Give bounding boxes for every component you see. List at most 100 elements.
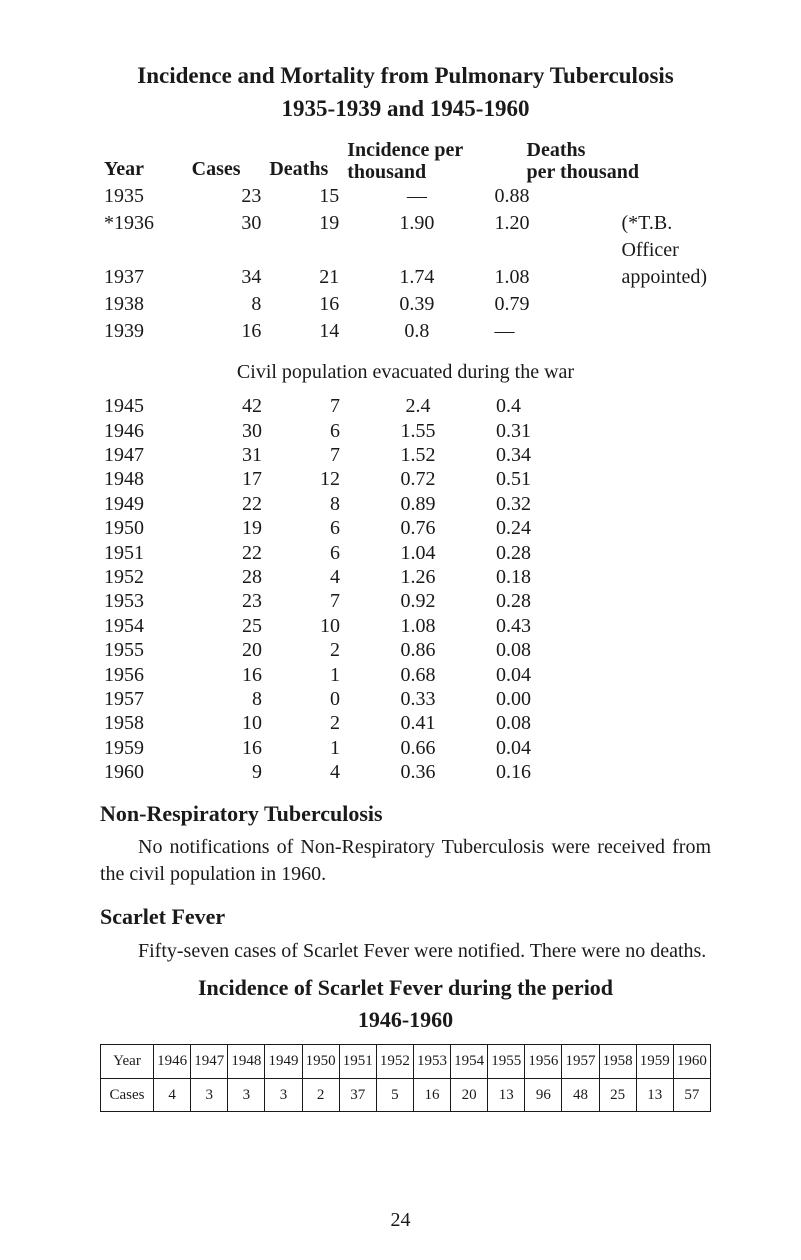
cell-blank <box>620 565 711 589</box>
cell-inc: — <box>343 183 490 210</box>
cell-dpt: 0.4 <box>492 394 620 418</box>
cell-dpt: 0.88 <box>491 183 618 210</box>
cell-blank <box>620 736 711 760</box>
table-row: 19591610.660.04 <box>100 736 711 760</box>
cell-dpt: 0.34 <box>492 443 620 467</box>
cell-deaths: 21 <box>265 264 343 291</box>
sf-table-title-l1: Incidence of Scarlet Fever during the pe… <box>100 973 711 1003</box>
hdr-incidence-l1: Incidence per <box>347 139 463 161</box>
cell-blank <box>620 516 711 540</box>
cell-deaths: 0 <box>266 687 344 711</box>
cell-deaths: 7 <box>266 589 344 613</box>
sf-cases-label: Cases <box>101 1078 154 1111</box>
cell-blank <box>620 492 711 516</box>
cell-dpt: 1.08 <box>491 264 618 291</box>
civil-population-line: Civil population evacuated during the wa… <box>100 359 711 386</box>
sf-cases-cell: 3 <box>228 1078 265 1111</box>
sf-year-cell: 1947 <box>191 1045 228 1078</box>
sf-table-wrap: Year194619471948194919501951195219531954… <box>100 1044 711 1112</box>
sf-year-cell: 1950 <box>302 1045 339 1078</box>
cell-year: 1950 <box>100 516 188 540</box>
cell-deaths: 2 <box>266 711 344 735</box>
cell-cases: 8 <box>188 687 266 711</box>
sf-year-cell: 1952 <box>376 1045 413 1078</box>
sf-cases-cell: 3 <box>191 1078 228 1111</box>
cell-dpt: 0.24 <box>492 516 620 540</box>
cell-cases: 16 <box>188 663 266 687</box>
tb-table-prewar: Year Cases Deaths Incidence per thousand… <box>100 140 711 345</box>
hdr-year: Year <box>100 140 188 183</box>
sf-table: Year194619471948194919501951195219531954… <box>100 1044 711 1112</box>
page: Incidence and Mortality from Pulmonary T… <box>0 0 801 1260</box>
cell-cases: 30 <box>188 419 266 443</box>
cell-deaths: 6 <box>266 541 344 565</box>
cell-blank <box>620 541 711 565</box>
cell-note <box>617 318 711 345</box>
tb-header-row: Year Cases Deaths Incidence per thousand… <box>100 140 711 183</box>
cell-blank <box>620 687 711 711</box>
table-row: *193630191.901.20(*T.B. Officer <box>100 210 711 264</box>
table-row: 193916140.8— <box>100 318 711 345</box>
cell-inc: 1.74 <box>343 264 490 291</box>
sf-year-cell: 1958 <box>599 1045 636 1078</box>
cell-blank <box>620 589 711 613</box>
cell-year: 1957 <box>100 687 188 711</box>
sf-year-cell: 1949 <box>265 1045 302 1078</box>
cell-cases: 22 <box>188 541 266 565</box>
table-row: 19454272.40.4 <box>100 394 711 418</box>
table-row: 19552020.860.08 <box>100 638 711 662</box>
cell-dpt: 0.04 <box>492 663 620 687</box>
table-row: 19532370.920.28 <box>100 589 711 613</box>
cell-cases: 9 <box>188 760 266 784</box>
cell-inc: 0.86 <box>344 638 492 662</box>
cell-year: 1945 <box>100 394 188 418</box>
sf-year-cell: 1946 <box>154 1045 191 1078</box>
table-row: 19463061.550.31 <box>100 419 711 443</box>
table-row: 194817120.720.51 <box>100 467 711 491</box>
sf-cases-cell: 37 <box>339 1078 376 1111</box>
nrt-paragraph: No notifications of Non-Respiratory Tube… <box>100 834 711 888</box>
cell-dpt: 0.04 <box>492 736 620 760</box>
sf-cases-cell: 16 <box>413 1078 450 1111</box>
cell-dpt: 0.32 <box>492 492 620 516</box>
cell-dpt: 0.31 <box>492 419 620 443</box>
cell-inc: 0.68 <box>344 663 492 687</box>
sf-year-label: Year <box>101 1045 154 1078</box>
cell-blank <box>620 394 711 418</box>
cell-cases: 28 <box>188 565 266 589</box>
cell-deaths: 1 <box>266 663 344 687</box>
table-row: 19561610.680.04 <box>100 663 711 687</box>
cell-deaths: 10 <box>266 614 344 638</box>
sf-year-cell: 1955 <box>488 1045 525 1078</box>
cell-year: *1936 <box>100 210 188 264</box>
cell-dpt: 0.51 <box>492 467 620 491</box>
cell-deaths: 7 <box>266 394 344 418</box>
cell-cases: 23 <box>188 183 266 210</box>
table-row: 19522841.260.18 <box>100 565 711 589</box>
cell-deaths: 16 <box>265 291 343 318</box>
cell-deaths: 14 <box>265 318 343 345</box>
cell-cases: 16 <box>188 736 266 760</box>
sf-cases-cell: 2 <box>302 1078 339 1111</box>
sf-cases-cell: 20 <box>451 1078 488 1111</box>
cell-inc: 2.4 <box>344 394 492 418</box>
cell-dpt: 0.08 <box>492 638 620 662</box>
cell-deaths: 6 <box>266 516 344 540</box>
table-row: 19501960.760.24 <box>100 516 711 540</box>
cell-deaths: 19 <box>265 210 343 264</box>
cell-note <box>617 183 711 210</box>
cell-dpt: 0.79 <box>491 291 618 318</box>
cell-cases: 30 <box>188 210 266 264</box>
hdr-dpt: Deaths per thousand <box>491 140 712 183</box>
cell-deaths: 2 <box>266 638 344 662</box>
cell-deaths: 4 <box>266 760 344 784</box>
cell-cases: 31 <box>188 443 266 467</box>
sf-year-cell: 1956 <box>525 1045 562 1078</box>
cell-blank <box>620 443 711 467</box>
hdr-incidence-l2: thousand <box>347 161 426 183</box>
cell-year: 1947 <box>100 443 188 467</box>
cell-dpt: 0.43 <box>492 614 620 638</box>
cell-cases: 22 <box>188 492 266 516</box>
sf-table-title-l2: 1946-1960 <box>100 1005 711 1035</box>
cell-inc: 1.55 <box>344 419 492 443</box>
